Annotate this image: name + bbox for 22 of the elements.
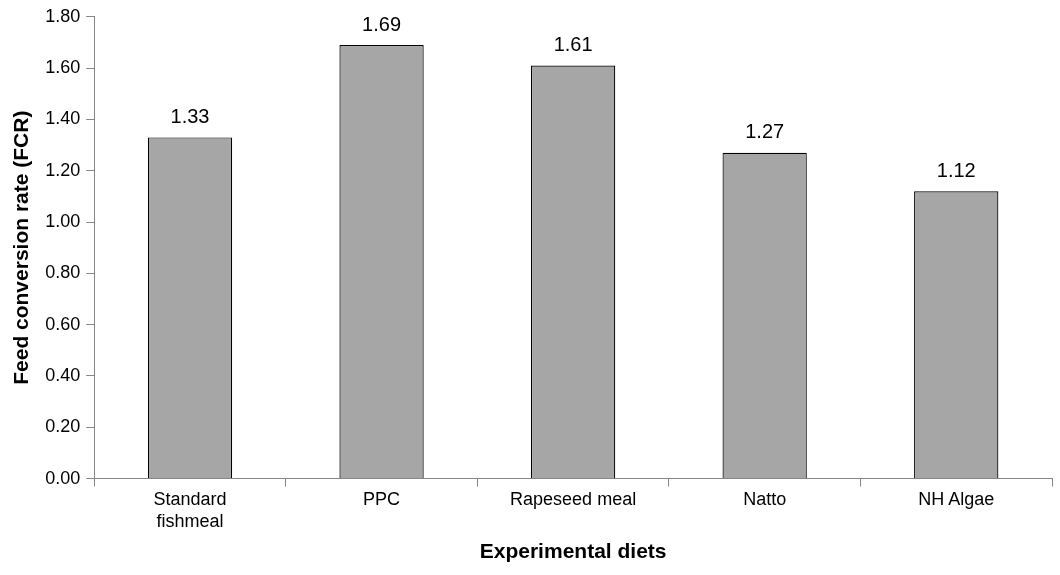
data-label: 1.61 (553, 33, 593, 56)
y-tick-label: 1.40 (45, 108, 81, 129)
y-tick-label: 0.60 (45, 313, 81, 334)
data-label: 1.27 (745, 120, 785, 143)
x-tick-label: PPC (363, 489, 401, 510)
x-tick-label: Rapeseed meal (510, 489, 637, 510)
data-label: 1.69 (362, 12, 402, 35)
x-tick-label: Natto (743, 489, 787, 510)
y-tick-label: 1.60 (45, 57, 81, 78)
data-label: 1.33 (170, 104, 210, 127)
data-label: 1.12 (936, 158, 976, 181)
y-axis-title: Feed conversion rate (FCR) (9, 110, 33, 385)
y-tick-label: 0.80 (45, 262, 81, 283)
x-axis-title: Experimental diets (479, 539, 667, 563)
y-tick-label: 1.20 (45, 159, 81, 180)
y-tick-label: 0.00 (45, 467, 81, 488)
x-tick-label: NH Algae (918, 489, 995, 510)
y-tick-label: 1.00 (45, 211, 81, 232)
y-tick-label: 0.20 (45, 416, 81, 437)
y-tick-label: 0.40 (45, 364, 81, 385)
x-tick-label: Standard fishmeal (153, 489, 227, 531)
y-tick-label: 1.80 (45, 5, 81, 26)
